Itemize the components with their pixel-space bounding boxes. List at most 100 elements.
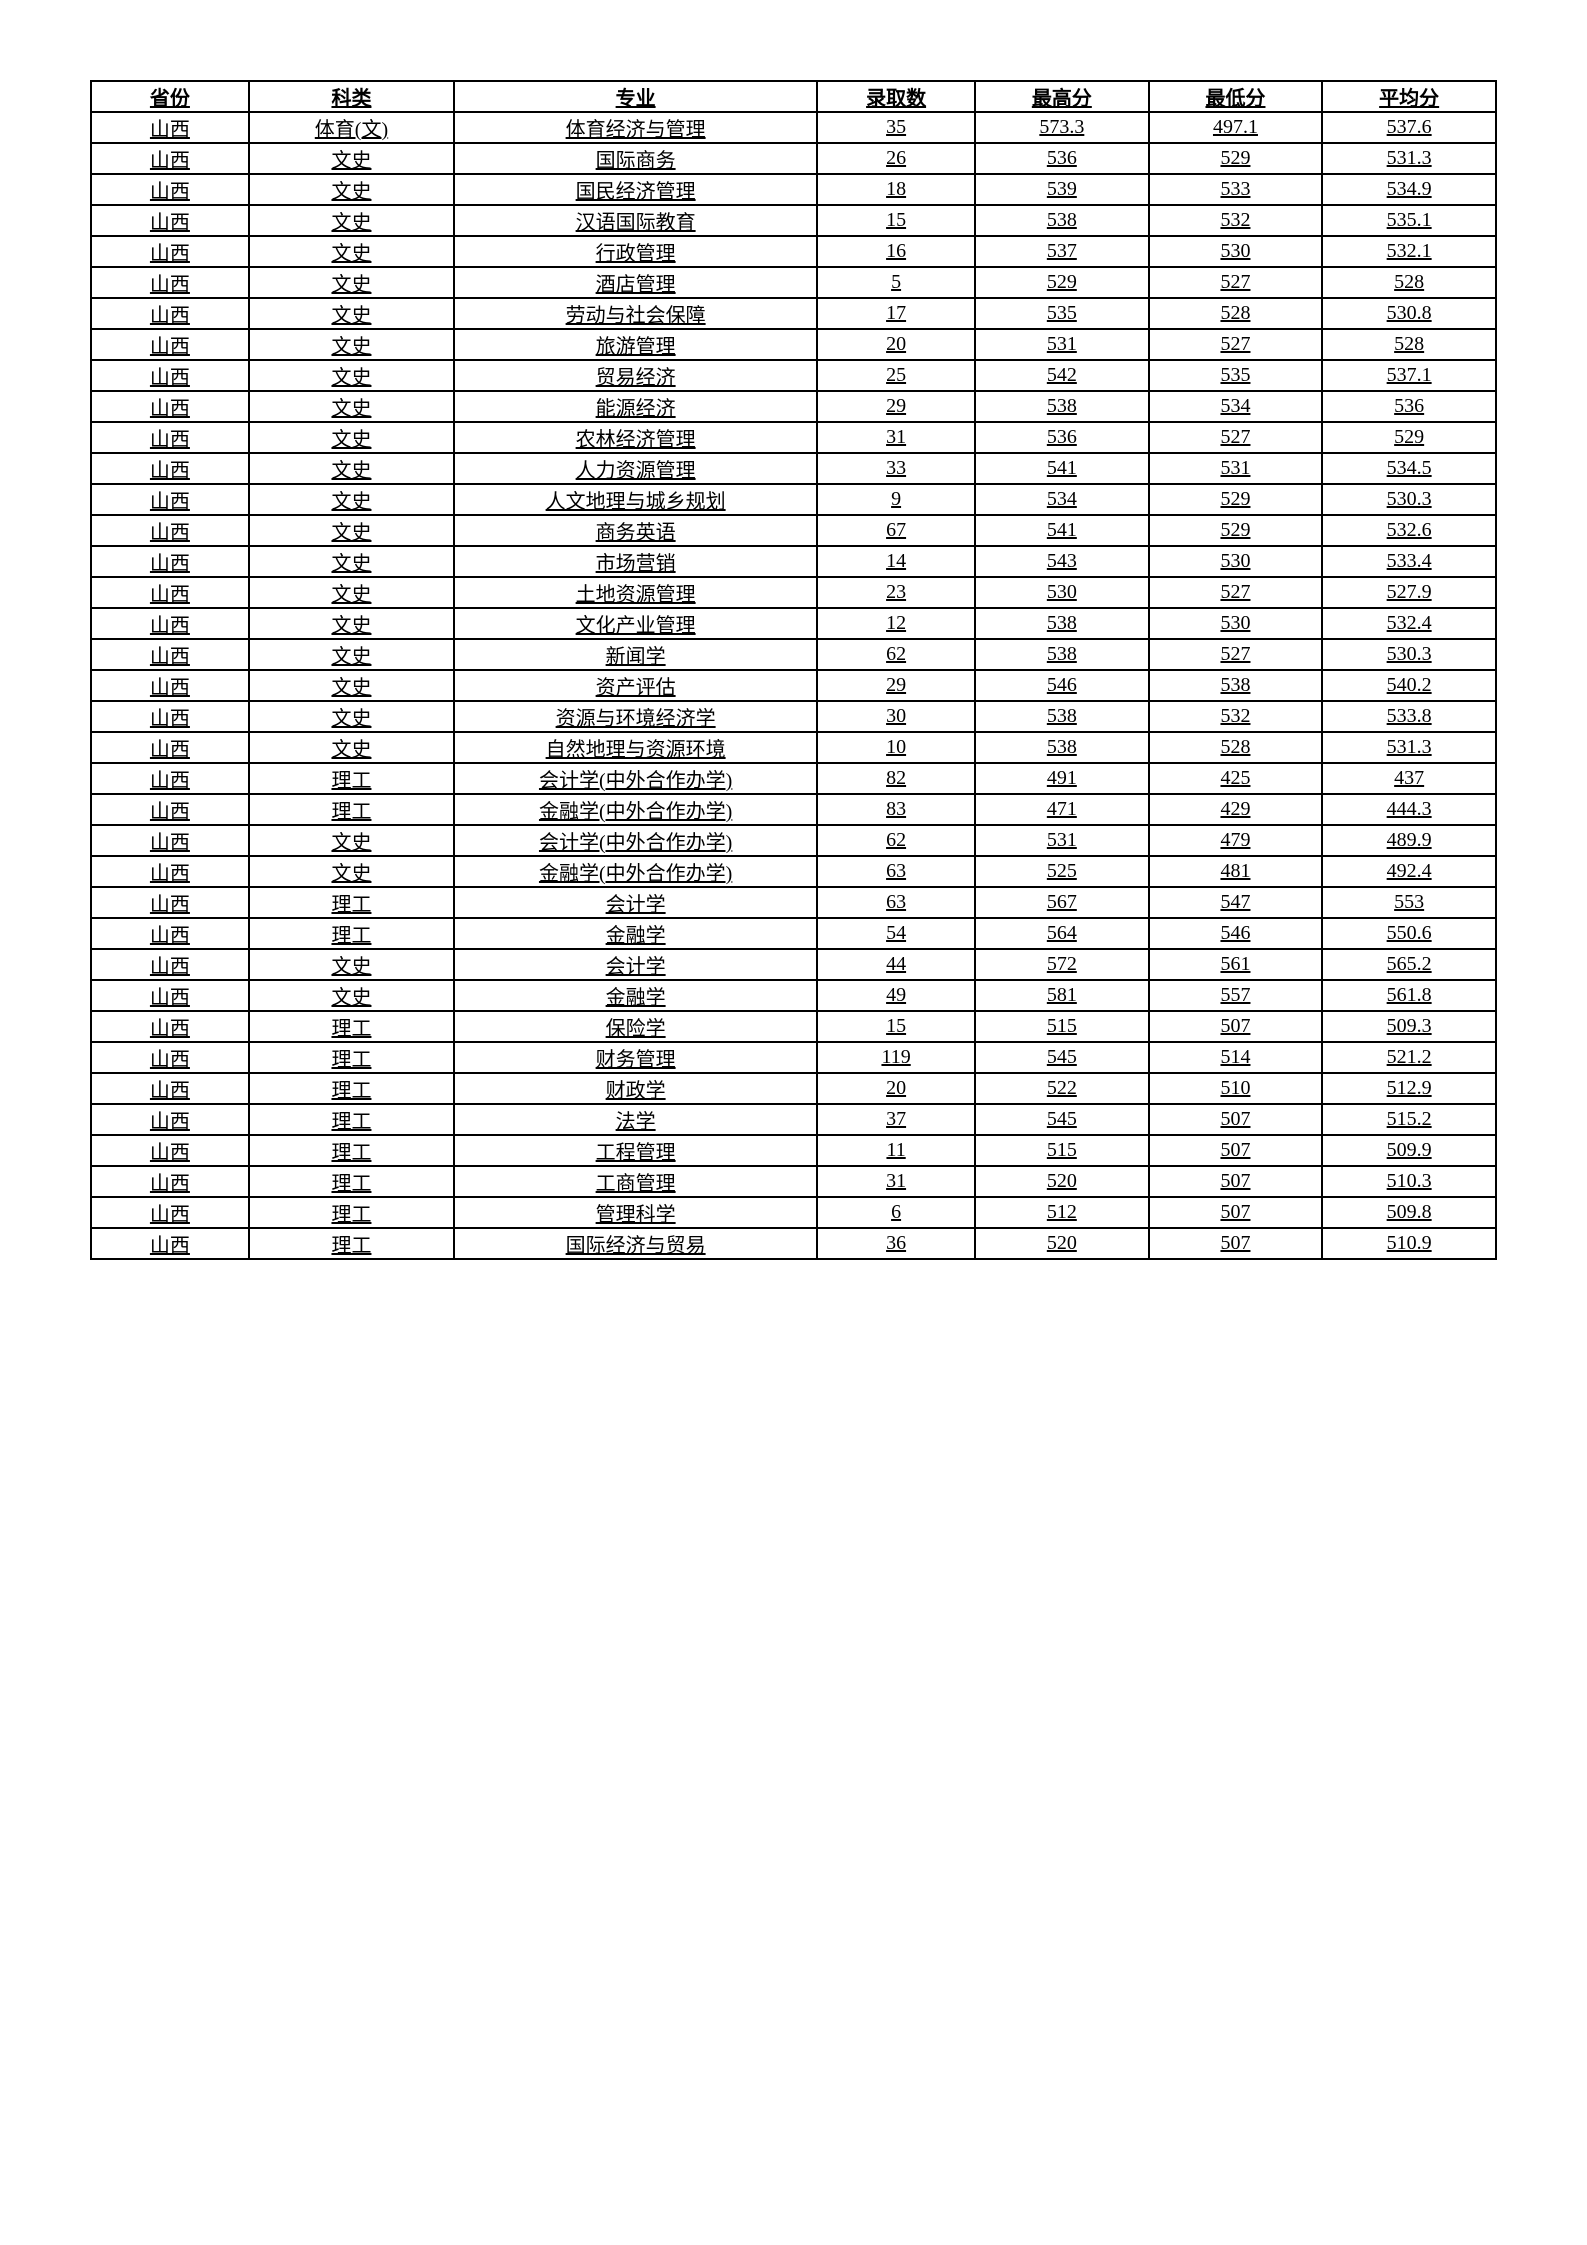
table-row: 山西文史国民经济管理18539533534.9 bbox=[91, 174, 1496, 205]
cell-0-3: 35 bbox=[817, 112, 975, 143]
cell-16-5: 530 bbox=[1149, 608, 1323, 639]
cell-5-2: 酒店管理 bbox=[454, 267, 817, 298]
table-row: 山西文史金融学(中外合作办学)63525481492.4 bbox=[91, 856, 1496, 887]
cell-34-1: 理工 bbox=[249, 1166, 454, 1197]
cell-29-5: 507 bbox=[1149, 1011, 1323, 1042]
cell-14-4: 543 bbox=[975, 546, 1149, 577]
cell-32-4: 545 bbox=[975, 1104, 1149, 1135]
cell-32-5: 507 bbox=[1149, 1104, 1323, 1135]
cell-34-0: 山西 bbox=[91, 1166, 249, 1197]
cell-33-3: 11 bbox=[817, 1135, 975, 1166]
cell-23-4: 531 bbox=[975, 825, 1149, 856]
cell-33-0: 山西 bbox=[91, 1135, 249, 1166]
cell-28-6: 561.8 bbox=[1322, 980, 1496, 1011]
cell-10-1: 文史 bbox=[249, 422, 454, 453]
cell-11-4: 541 bbox=[975, 453, 1149, 484]
cell-19-2: 资源与环境经济学 bbox=[454, 701, 817, 732]
cell-36-4: 520 bbox=[975, 1228, 1149, 1259]
cell-5-3: 5 bbox=[817, 267, 975, 298]
table-row: 山西文史文化产业管理12538530532.4 bbox=[91, 608, 1496, 639]
cell-0-5: 497.1 bbox=[1149, 112, 1323, 143]
cell-22-1: 理工 bbox=[249, 794, 454, 825]
cell-2-4: 539 bbox=[975, 174, 1149, 205]
cell-32-1: 理工 bbox=[249, 1104, 454, 1135]
cell-25-6: 553 bbox=[1322, 887, 1496, 918]
cell-31-6: 512.9 bbox=[1322, 1073, 1496, 1104]
cell-11-6: 534.5 bbox=[1322, 453, 1496, 484]
cell-22-2: 金融学(中外合作办学) bbox=[454, 794, 817, 825]
cell-22-0: 山西 bbox=[91, 794, 249, 825]
cell-33-6: 509.9 bbox=[1322, 1135, 1496, 1166]
cell-5-0: 山西 bbox=[91, 267, 249, 298]
col-header-2: 专业 bbox=[454, 81, 817, 112]
table-row: 山西理工法学37545507515.2 bbox=[91, 1104, 1496, 1135]
table-row: 山西理工国际经济与贸易36520507510.9 bbox=[91, 1228, 1496, 1259]
cell-10-2: 农林经济管理 bbox=[454, 422, 817, 453]
table-row: 山西文史会计学(中外合作办学)62531479489.9 bbox=[91, 825, 1496, 856]
cell-25-2: 会计学 bbox=[454, 887, 817, 918]
cell-14-2: 市场营销 bbox=[454, 546, 817, 577]
cell-26-0: 山西 bbox=[91, 918, 249, 949]
table-row: 山西理工财务管理119545514521.2 bbox=[91, 1042, 1496, 1073]
cell-20-0: 山西 bbox=[91, 732, 249, 763]
cell-3-6: 535.1 bbox=[1322, 205, 1496, 236]
table-row: 山西文史农林经济管理31536527529 bbox=[91, 422, 1496, 453]
cell-22-3: 83 bbox=[817, 794, 975, 825]
cell-20-3: 10 bbox=[817, 732, 975, 763]
cell-29-0: 山西 bbox=[91, 1011, 249, 1042]
cell-0-0: 山西 bbox=[91, 112, 249, 143]
cell-36-2: 国际经济与贸易 bbox=[454, 1228, 817, 1259]
cell-27-1: 文史 bbox=[249, 949, 454, 980]
table-row: 山西文史资源与环境经济学30538532533.8 bbox=[91, 701, 1496, 732]
cell-25-0: 山西 bbox=[91, 887, 249, 918]
table-row: 山西文史旅游管理20531527528 bbox=[91, 329, 1496, 360]
table-row: 山西文史劳动与社会保障17535528530.8 bbox=[91, 298, 1496, 329]
cell-3-1: 文史 bbox=[249, 205, 454, 236]
cell-6-0: 山西 bbox=[91, 298, 249, 329]
cell-26-2: 金融学 bbox=[454, 918, 817, 949]
cell-9-4: 538 bbox=[975, 391, 1149, 422]
cell-9-0: 山西 bbox=[91, 391, 249, 422]
cell-2-3: 18 bbox=[817, 174, 975, 205]
cell-18-0: 山西 bbox=[91, 670, 249, 701]
table-row: 山西文史人力资源管理33541531534.5 bbox=[91, 453, 1496, 484]
cell-15-1: 文史 bbox=[249, 577, 454, 608]
cell-20-5: 528 bbox=[1149, 732, 1323, 763]
cell-13-6: 532.6 bbox=[1322, 515, 1496, 546]
cell-35-4: 512 bbox=[975, 1197, 1149, 1228]
cell-18-3: 29 bbox=[817, 670, 975, 701]
cell-19-4: 538 bbox=[975, 701, 1149, 732]
cell-32-3: 37 bbox=[817, 1104, 975, 1135]
cell-12-2: 人文地理与城乡规划 bbox=[454, 484, 817, 515]
cell-36-5: 507 bbox=[1149, 1228, 1323, 1259]
cell-6-4: 535 bbox=[975, 298, 1149, 329]
cell-8-3: 25 bbox=[817, 360, 975, 391]
cell-18-6: 540.2 bbox=[1322, 670, 1496, 701]
cell-34-6: 510.3 bbox=[1322, 1166, 1496, 1197]
cell-17-6: 530.3 bbox=[1322, 639, 1496, 670]
cell-6-1: 文史 bbox=[249, 298, 454, 329]
cell-30-5: 514 bbox=[1149, 1042, 1323, 1073]
table-row: 山西理工财政学20522510512.9 bbox=[91, 1073, 1496, 1104]
cell-18-1: 文史 bbox=[249, 670, 454, 701]
cell-12-1: 文史 bbox=[249, 484, 454, 515]
cell-24-1: 文史 bbox=[249, 856, 454, 887]
cell-3-4: 538 bbox=[975, 205, 1149, 236]
cell-18-4: 546 bbox=[975, 670, 1149, 701]
cell-28-5: 557 bbox=[1149, 980, 1323, 1011]
col-header-5: 最低分 bbox=[1149, 81, 1323, 112]
cell-2-6: 534.9 bbox=[1322, 174, 1496, 205]
table-row: 山西文史贸易经济25542535537.1 bbox=[91, 360, 1496, 391]
cell-27-4: 572 bbox=[975, 949, 1149, 980]
cell-35-0: 山西 bbox=[91, 1197, 249, 1228]
cell-0-6: 537.6 bbox=[1322, 112, 1496, 143]
cell-30-6: 521.2 bbox=[1322, 1042, 1496, 1073]
cell-11-1: 文史 bbox=[249, 453, 454, 484]
cell-33-1: 理工 bbox=[249, 1135, 454, 1166]
cell-27-0: 山西 bbox=[91, 949, 249, 980]
table-row: 山西理工会计学(中外合作办学)82491425437 bbox=[91, 763, 1496, 794]
cell-4-5: 530 bbox=[1149, 236, 1323, 267]
cell-21-3: 82 bbox=[817, 763, 975, 794]
cell-1-3: 26 bbox=[817, 143, 975, 174]
cell-35-3: 6 bbox=[817, 1197, 975, 1228]
